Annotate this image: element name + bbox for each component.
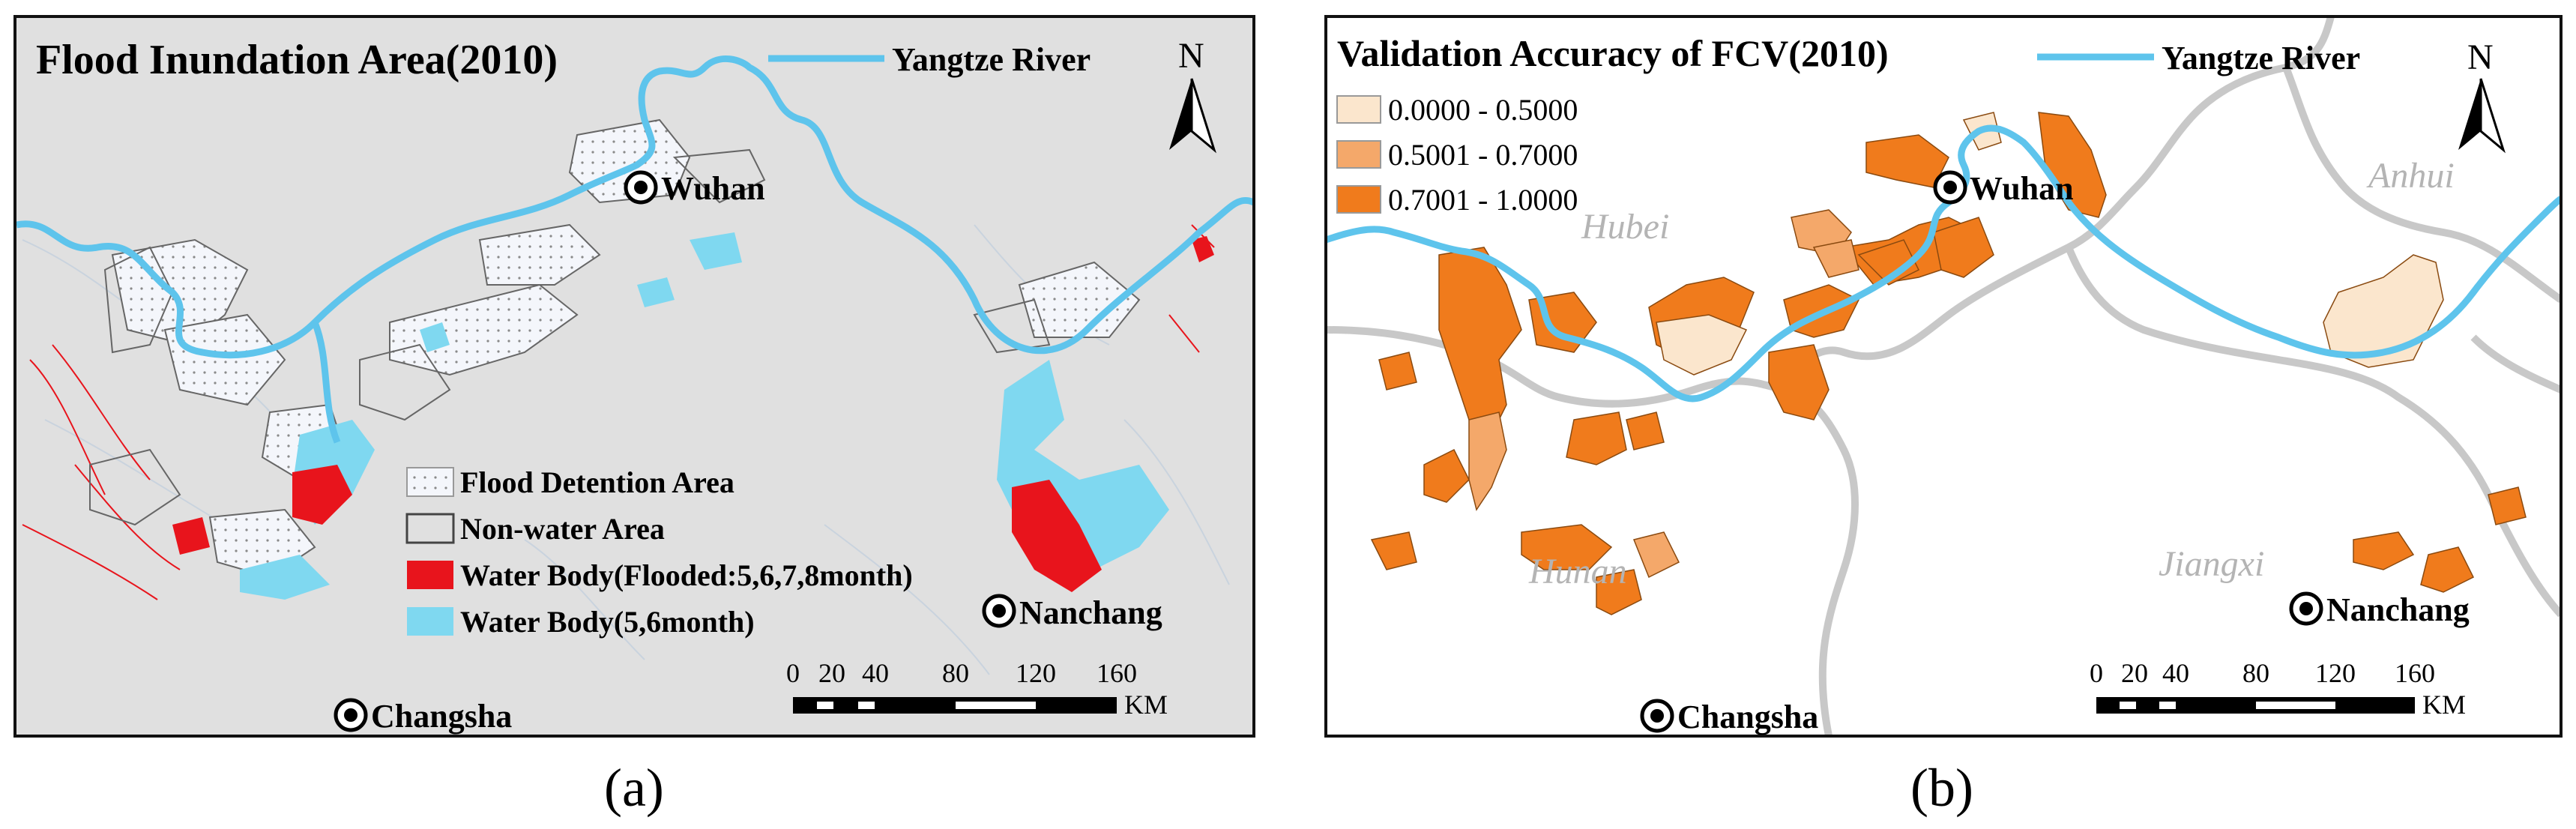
panel-b-river-legend-label: Yangtze River [2162, 40, 2360, 76]
panel-b-mid-accuracy-areas [1468, 209, 1859, 579]
panel-b-city-nanchang: Nanchang [2289, 591, 2470, 628]
province-label-hunan: Hunan [1528, 552, 1627, 591]
legend-label: 0.0000 - 0.5000 [1388, 93, 1578, 127]
panel-a-scale-bar: 0 20 40 80 120 160 KM [786, 658, 1168, 720]
panel-a-river-branch [311, 321, 341, 444]
scale-tick: 0 [2090, 658, 2103, 688]
legend-swatch-nonwater [405, 513, 455, 544]
panel-a-title: Flood Inundation Area(2010) [36, 37, 558, 83]
panel-a-north-arrow-icon: N [1169, 36, 1216, 154]
panel-b-map: Validation Accuracy of FCV(2010) Yangtze… [1324, 15, 2563, 738]
scale-tick: 120 [1016, 658, 1056, 688]
scale-unit: KM [2422, 690, 2466, 720]
panel-a-city-changsha: Changsha [334, 698, 512, 735]
legend-label: Water Body(5,6month) [460, 605, 755, 639]
panel-b-north-arrow-icon: N [2458, 37, 2506, 154]
legend-label: 0.5001 - 0.7000 [1388, 138, 1578, 172]
scale-tick: 160 [2395, 658, 2435, 688]
scale-tick: 80 [942, 658, 969, 688]
panel-b-city-label: Nanchang [2326, 591, 2470, 628]
scale-tick: 0 [786, 658, 800, 688]
legend-label: Non-water Area [460, 512, 665, 546]
panel-b-city-label: Wuhan [1970, 170, 2074, 207]
legend-swatch-high [1336, 185, 1381, 214]
legend-swatch-mid [1336, 140, 1381, 169]
scale-tick: 20 [818, 658, 845, 688]
legend-label: Water Body(Flooded:5,6,7,8month) [460, 558, 913, 592]
panel-b-title: Validation Accuracy of FCV(2010) [1337, 32, 1889, 74]
legend-swatch-low [1336, 95, 1381, 124]
province-label-hubei: Hubei [1581, 207, 1669, 247]
panel-a-flood-streaks [22, 224, 1215, 600]
panel-a-legend: Flood Detention Area Non-water Area Wate… [405, 465, 913, 639]
panel-b-north-label: N [2467, 37, 2494, 77]
scale-tick: 160 [1097, 658, 1137, 688]
scale-tick: 40 [862, 658, 889, 688]
legend-swatch-flooded [407, 561, 453, 589]
province-label-anhui: Anhui [2366, 156, 2455, 196]
legend-label: Flood Detention Area [460, 465, 735, 499]
panel-a-yangtze-river [16, 55, 1254, 359]
panel-b-legend: 0.0000 - 0.5000 0.5001 - 0.7000 0.7001 -… [1336, 93, 1578, 217]
panel-a-map: Flood Inundation Area(2010) Yangtze Rive… [13, 15, 1255, 738]
panel-a-city-label: Changsha [371, 698, 512, 735]
panel-a-city-label: Wuhan [661, 170, 765, 207]
panel-a-river-legend-label: Yangtze River [892, 41, 1091, 78]
panel-a-flooded-areas [172, 236, 1214, 592]
panel-b-high-accuracy-areas [1370, 112, 2527, 615]
province-label-jiangxi: Jiangxi [2159, 544, 2264, 584]
panel-b-city-wuhan: Wuhan [1933, 170, 2074, 207]
panel-b-caption: (b) [1910, 758, 1973, 818]
scale-tick: 80 [2242, 658, 2269, 688]
legend-swatch-water [407, 607, 453, 636]
panel-b-scale-bar: 0 20 40 80 120 160 KM [2090, 658, 2466, 720]
panel-b-city-changsha: Changsha [1640, 699, 1818, 735]
legend-label: 0.7001 - 1.0000 [1388, 183, 1578, 217]
legend-swatch-detention [406, 467, 454, 497]
panel-a-nonwater-outlines [89, 148, 1051, 526]
scale-tick: 120 [2315, 658, 2356, 688]
scale-tick: 20 [2121, 658, 2148, 688]
panel-a-city-label: Nanchang [1019, 594, 1162, 631]
panel-a-city-wuhan: Wuhan [624, 170, 765, 207]
scale-unit: KM [1124, 690, 1168, 720]
panel-b-city-label: Changsha [1677, 699, 1818, 735]
panel-a-caption: (a) [604, 758, 664, 818]
panel-a-north-label: N [1178, 36, 1204, 76]
panel-a-city-nanchang: Nanchang [982, 594, 1162, 631]
scale-tick: 40 [2162, 658, 2189, 688]
